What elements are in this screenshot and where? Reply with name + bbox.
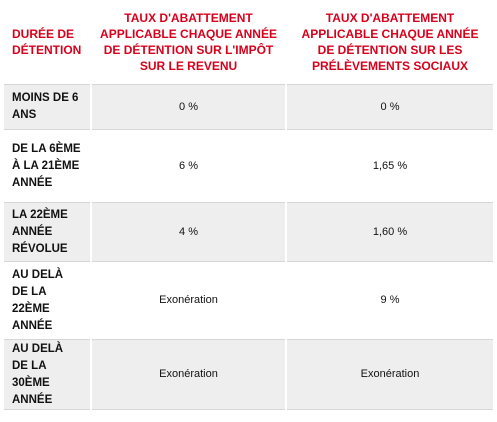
rate-cell: 1,60 %	[286, 202, 495, 262]
header-cell: TAUX D'ABATTEMENT APPLICABLE CHAQUE ANNÉ…	[286, 0, 494, 85]
table-row: LA 22ÈME ANNÉE RÉVOLUE 4 % 1,60 %	[4, 202, 495, 262]
row-label: LA 22ÈME ANNÉE RÉVOLUE	[4, 202, 92, 262]
row-label: DE LA 6ÈME À LA 21ÈME ANNÉE	[4, 129, 92, 203]
table-row: AU DELÀ DE LA 30ÈME ANNÉE Exonération Exon…	[4, 339, 495, 410]
header-cell: TAUX D'ABATTEMENT APPLICABLE CHAQUE ANNÉ…	[91, 0, 286, 85]
table-row: AU DELÀ DE LA 22ÈME ANNÉE Exonération 9 %	[4, 261, 495, 340]
table-body: MOINS DE 6 ANS 0 % 0 % DE LA 6ÈME À LA 21ÈM…	[4, 84, 495, 410]
rate-cell: 9 %	[286, 261, 495, 340]
row-label: AU DELÀ DE LA 30ÈME ANNÉE	[4, 339, 92, 410]
row-label: AU DELÀ DE LA 22ÈME ANNÉE	[4, 261, 92, 340]
row-label: MOINS DE 6 ANS	[4, 84, 92, 130]
rate-cell: Exonération	[91, 339, 287, 410]
rate-cell: 4 %	[91, 202, 287, 262]
header-cell: DURÉE DE DÉTENTION	[4, 0, 91, 85]
table-row: DE LA 6ÈME À LA 21ÈME ANNÉE 6 % 1,65 %	[4, 129, 495, 203]
rate-cell: 1,65 %	[286, 129, 495, 203]
rate-cell: 0 %	[91, 84, 287, 130]
rate-cell: 0 %	[286, 84, 495, 130]
rate-cell: Exonération	[286, 339, 495, 410]
header-row: DURÉE DE DÉTENTION TAUX D'ABATTEMENT APPL…	[4, 0, 494, 85]
rate-cell: 6 %	[91, 129, 287, 203]
table: DURÉE DE DÉTENTION TAUX D'ABATTEMENT APPL…	[4, 0, 495, 410]
rate-cell: Exonération	[91, 261, 287, 340]
table-row: MOINS DE 6 ANS 0 % 0 %	[4, 84, 495, 130]
